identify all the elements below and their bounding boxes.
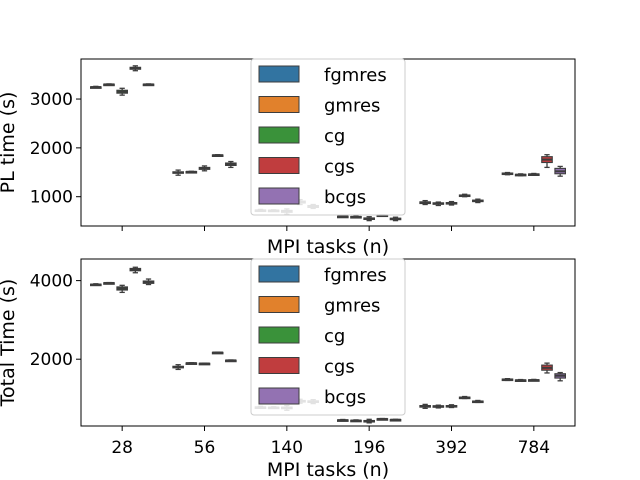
legend-label-gmres: gmres (324, 96, 380, 117)
box-bcgs-196 (389, 216, 402, 222)
box-bcgs-392 (472, 198, 484, 204)
legend-label-cg: cg (324, 326, 345, 347)
y-tick-label: 3000 (30, 90, 73, 110)
box-bcgs-56 (225, 160, 237, 169)
box-cg-28 (116, 87, 128, 96)
box-cg-784 (528, 172, 540, 176)
box-cgs-28 (129, 65, 142, 72)
legend-label-cg: cg (324, 126, 345, 147)
box-cgs-56 (211, 154, 224, 158)
box-gmres-28 (103, 83, 115, 87)
legend-label-fgmres: fgmres (324, 265, 387, 286)
y-tick-label: 1000 (30, 188, 73, 208)
box-cgs-784 (541, 154, 553, 169)
box-cg-28 (116, 284, 128, 294)
box-cgs-392 (458, 193, 471, 198)
box-gmres-392 (432, 404, 445, 409)
box-fgmres-196 (337, 418, 349, 422)
box-fgmres-28 (90, 283, 102, 287)
legend-swatch-gmres (258, 96, 300, 113)
box-fgmres-392 (419, 403, 431, 409)
x-axis-label: MPI tasks (n) (267, 236, 389, 258)
box-cg-56 (198, 165, 211, 172)
box-fgmres-56 (172, 169, 184, 176)
x-tick-label: 196 (353, 438, 385, 458)
legend-swatch-fgmres (258, 65, 300, 83)
box-fgmres-784 (501, 378, 514, 382)
x-tick-label: 56 (194, 438, 216, 458)
x-tick-label: 140 (271, 438, 303, 458)
y-tick-label: 4000 (30, 272, 73, 292)
box-gmres-784 (514, 378, 527, 382)
legend-label-fgmres: fgmres (324, 65, 387, 86)
box-fgmres-196 (337, 215, 349, 219)
total-time-panel: 2000 4000 28 56 140 196 392 784 MPI tasks (n) Tot… (0, 258, 576, 480)
legend-label-cgs: cgs (324, 357, 355, 378)
box-bcgs-784 (554, 165, 566, 177)
box-cg-56 (198, 362, 211, 366)
box-fgmres-56 (172, 364, 184, 371)
x-axis-label: MPI tasks (n) (267, 459, 389, 480)
box-fgmres-28 (90, 85, 102, 89)
box-bcgs-392 (472, 399, 484, 404)
legend-label-cgs: cgs (324, 157, 355, 178)
box-gmres-392 (432, 201, 445, 207)
box-cgs-392 (458, 395, 471, 400)
box-cgs-784 (541, 362, 553, 374)
legend-swatch-cg (258, 126, 300, 144)
box-gmres-196 (350, 215, 362, 219)
box-bcgs-784 (554, 371, 566, 382)
pl-time-panel: 1000 2000 3000 MPI tasks (n) PL time (s) fgmr… (0, 58, 576, 258)
legend-swatch-cgs (258, 357, 300, 374)
box-cg-392 (445, 404, 458, 409)
legend: fgmres gmres cg cgs bcgs (250, 58, 406, 216)
y-axis-label: PL time (s) (0, 92, 19, 194)
legend-swatch-cgs (258, 157, 300, 174)
x-tick-label: 784 (518, 438, 550, 458)
y-tick-label: 2000 (30, 139, 73, 159)
box-bcgs-28 (142, 83, 155, 87)
legend-label-bcgs: bcgs (324, 387, 366, 408)
x-tick-label: 392 (435, 438, 467, 458)
box-fgmres-784 (501, 171, 514, 176)
box-gmres-56 (185, 362, 198, 365)
box-gmres-196 (350, 419, 362, 423)
legend-swatch-gmres (258, 296, 300, 313)
y-axis-label: Total Time (s) (0, 279, 19, 408)
box-gmres-56 (185, 170, 198, 174)
box-bcgs-28 (142, 278, 155, 286)
box-cgs-56 (211, 351, 224, 355)
y-tick-label: 2000 (30, 350, 73, 370)
x-tick-label: 28 (111, 438, 133, 458)
legend-label-bcgs: bcgs (324, 187, 366, 208)
legend-label-gmres: gmres (324, 296, 380, 317)
box-fgmres-392 (419, 199, 431, 206)
box-cg-784 (528, 378, 540, 382)
box-bcgs-196 (389, 418, 402, 422)
legend-swatch-cg (258, 326, 300, 344)
box-cg-196 (363, 418, 375, 424)
box-gmres-784 (514, 173, 527, 177)
box-cg-392 (445, 200, 458, 206)
legend-swatch-bcgs (258, 187, 300, 205)
box-cgs-196 (376, 417, 389, 421)
legend-swatch-fgmres (258, 265, 300, 283)
box-gmres-28 (103, 281, 115, 285)
box-bcgs-56 (225, 359, 237, 363)
legend: fgmres gmres cg cgs bcgs (250, 258, 406, 416)
box-cgs-28 (129, 266, 142, 274)
box-cg-196 (363, 216, 375, 222)
legend-swatch-bcgs (258, 387, 300, 405)
